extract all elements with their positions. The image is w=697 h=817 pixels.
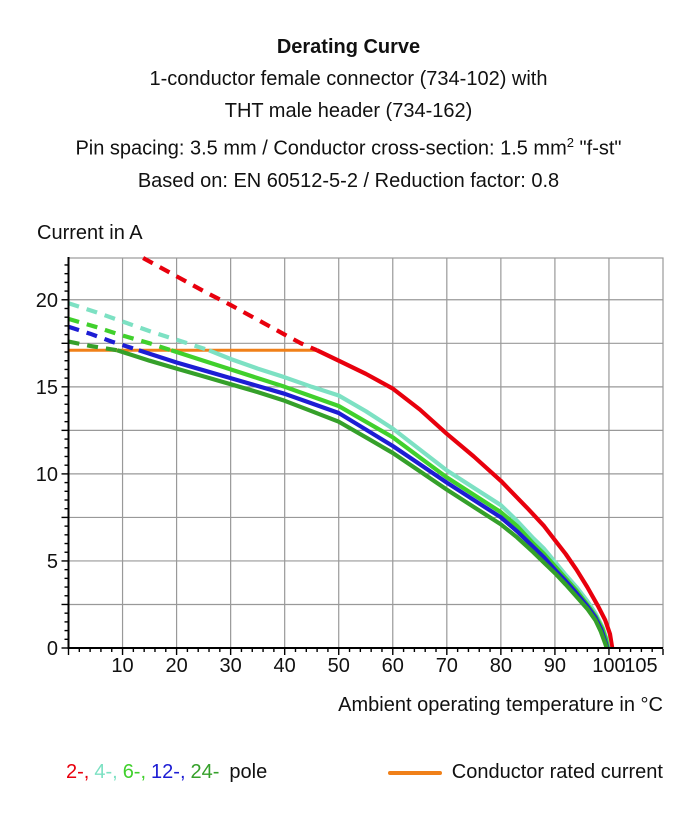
x-tick-label-10: 10: [111, 655, 133, 677]
axes: [67, 257, 663, 649]
rated-current-label: Conductor rated current: [451, 761, 663, 783]
mm-squared-superscript: 2: [566, 135, 574, 150]
title-block: Derating Curve 1-conductor female connec…: [0, 31, 697, 197]
pole-legend-item: 12-,: [151, 761, 186, 783]
chart-subtitle-line1: 1-conductor female connector (734-102) w…: [149, 68, 548, 90]
curve-solid-12-pole: [138, 348, 610, 649]
curve-solid-6-pole: [170, 348, 610, 649]
curve-dashed-12-pole: [67, 324, 140, 353]
pole-legend-item: 4-,: [94, 761, 118, 783]
chart-subtitle-line3: Pin spacing: 3.5 mm / Conductor cross-se…: [0, 127, 697, 165]
pole-legend-items: 2-, 4-, 6-, 12-, 24-: [66, 761, 224, 783]
x-tick-label-90: 90: [544, 655, 566, 677]
curve-dashed-4-pole: [67, 301, 210, 353]
x-tick-label-80: 80: [490, 655, 512, 677]
chart-title: Derating Curve: [276, 36, 421, 58]
curve-dashed-6-pole: [67, 316, 172, 353]
curve-dashed-24-pole: [68, 339, 118, 353]
curve-solid-24-pole: [116, 348, 609, 649]
x-tick-label-40: 40: [274, 655, 296, 677]
series-24-pole: [68, 339, 609, 649]
y-tick-label-20: 20: [36, 290, 58, 312]
y-tick-label-15: 15: [36, 377, 58, 399]
x-tick-label-100: 100: [592, 655, 625, 677]
pole-legend-item: 2-,: [66, 761, 90, 783]
pole-legend-item: 24-: [190, 761, 220, 783]
x-tick-label-70: 70: [436, 655, 458, 677]
legend-row: 2-, 4-, 6-, 12-, 24- pole Conductor rated cur…: [66, 761, 663, 784]
x-tick-label-50: 50: [328, 655, 350, 677]
y-tick-label-10: 10: [36, 464, 58, 486]
y-tick-label-5: 5: [47, 551, 58, 573]
x-tick-label-30: 30: [220, 655, 242, 677]
x-tick-label-105: 105: [624, 655, 657, 677]
series-12-pole: [67, 324, 610, 649]
curve-solid-2-pole: [316, 348, 615, 649]
x-axis-title: Ambient operating temperature in °C: [338, 694, 663, 716]
rated-current-line-swatch: [387, 770, 442, 775]
pole-legend: 2-, 4-, 6-, 12-, 24- pole: [66, 761, 272, 784]
pole-legend-item: 6-,: [122, 761, 147, 783]
series-2-pole: [142, 256, 615, 649]
f-st-text: "f-st": [574, 137, 622, 160]
y-axis-title: Current in A: [37, 222, 143, 244]
curve-dashed-2-pole: [142, 256, 318, 353]
chart-subtitle-line4: Based on: EN 60512-5-2 / Reduction facto…: [137, 169, 560, 192]
chart-subtitle-line2: THT male header (734-162): [224, 100, 473, 122]
x-tick-label-60: 60: [382, 655, 404, 677]
pin-spacing-text: Pin spacing: 3.5 mm / Conductor cross-se…: [75, 137, 567, 160]
pole-legend-suffix: pole: [229, 761, 268, 783]
x-tick-label-20: 20: [165, 655, 187, 677]
rated-current-legend: Conductor rated current: [387, 761, 663, 784]
axis-ticks: [61, 264, 664, 655]
y-tick-label-0: 0: [47, 638, 58, 660]
